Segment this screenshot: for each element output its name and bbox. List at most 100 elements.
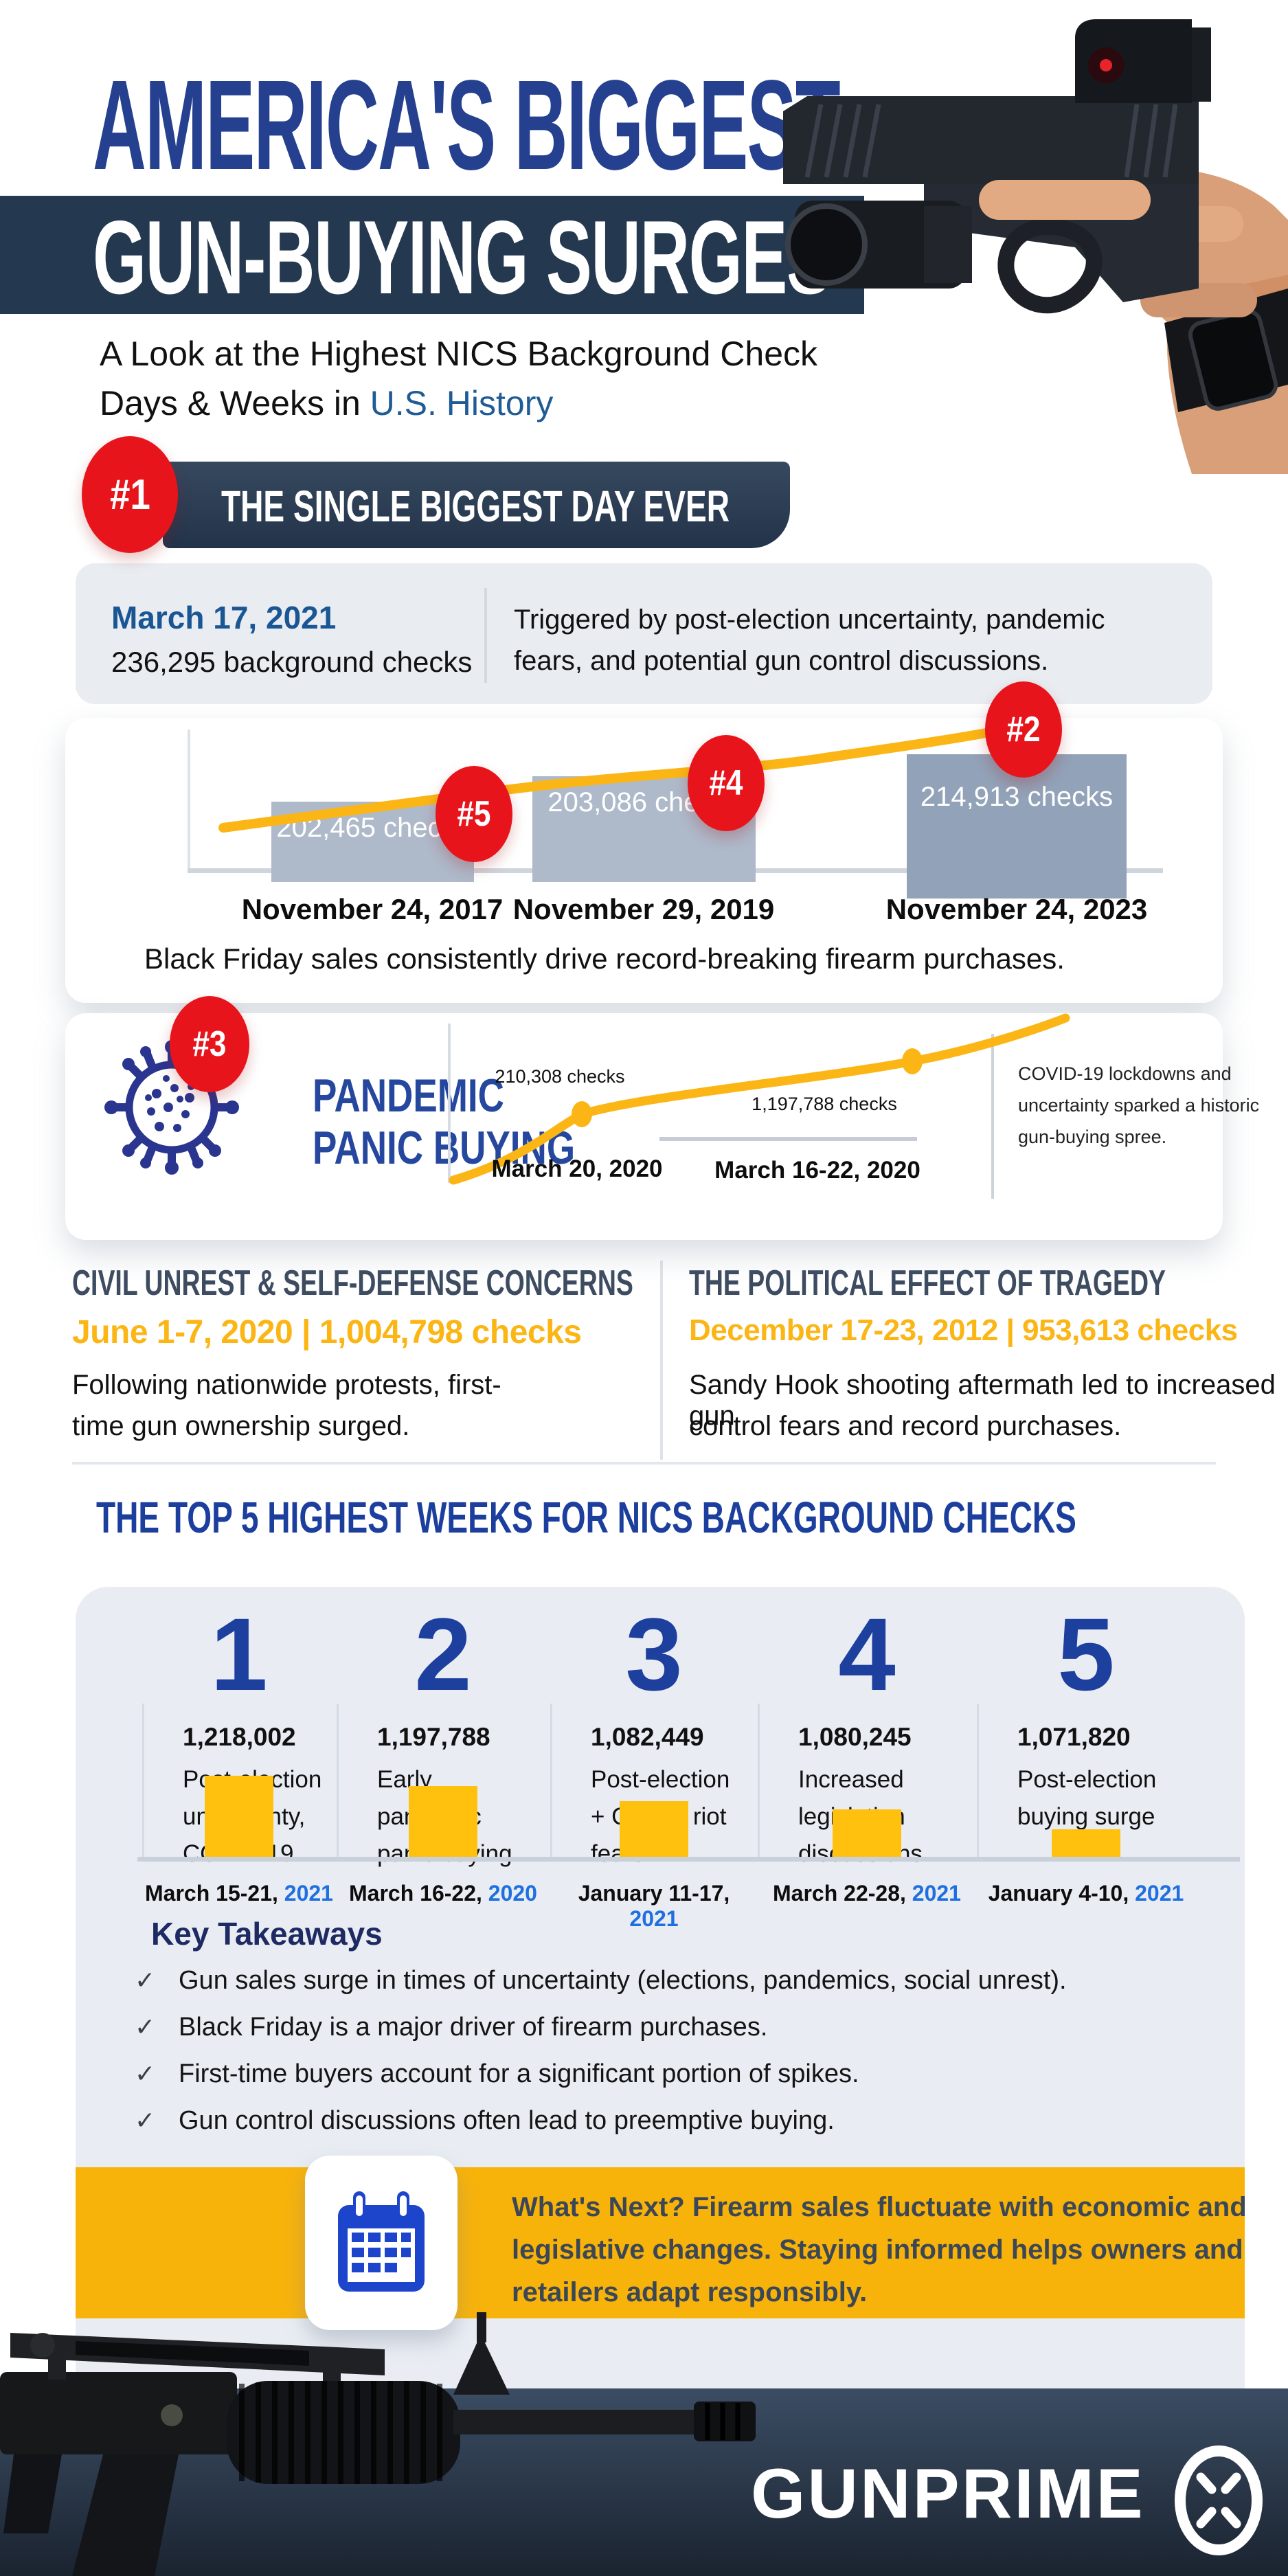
- top5-date-4: March 22-28, 2021: [773, 1881, 961, 1906]
- section1-heading: THE SINGLE BIGGEST DAY EVER: [221, 482, 730, 531]
- section1-checks: 236,295 background checks: [111, 646, 473, 678]
- pandemic-baseline: [659, 1137, 917, 1141]
- civil-unrest-body-line2: time gun ownership surged.: [72, 1411, 410, 1441]
- pandemic-y-axis: [448, 1024, 451, 1183]
- top5-item-2-value: 1,197,788: [377, 1723, 490, 1751]
- top5-date-2: March 16-22, 2020: [349, 1881, 537, 1906]
- rank-4-badge-label: #4: [709, 763, 743, 803]
- whats-next-banner: [76, 2167, 1245, 2318]
- rifle-photo: [0, 2312, 756, 2576]
- top5-rank-1: 1: [210, 1596, 268, 1712]
- top5-bar-5: [1052, 1829, 1120, 1858]
- pandemic-divider: [991, 1034, 994, 1199]
- top5-bar-1: [205, 1776, 273, 1858]
- rank-2-badge: #2: [985, 681, 1062, 778]
- top5-item-3-value: 1,082,449: [591, 1723, 704, 1751]
- pandemic-point1-date: March 20, 2020: [491, 1155, 663, 1182]
- navy-title-band: [0, 196, 864, 314]
- subtitle-line2: Days & Weeks in U.S. History: [100, 383, 553, 423]
- top5-bar-4: [833, 1809, 901, 1858]
- section1-desc-line2: fears, and potential gun control discuss…: [514, 646, 1049, 676]
- top5-heading: THE TOP 5 HIGHEST WEEKS FOR NICS BACKGRO…: [96, 1493, 1076, 1542]
- top5-item-3: 1,082,449 Post-election+ Capitol riotfea…: [591, 1723, 756, 1873]
- tragedy-body-line1: Sandy Hook shooting aftermath led to inc…: [689, 1370, 1276, 1431]
- rank-1-badge-label: #1: [109, 471, 150, 519]
- top5-col-divider: [977, 1704, 979, 1860]
- top5-item-5-value: 1,071,820: [1017, 1723, 1131, 1751]
- rank-5-badge: #5: [436, 766, 512, 862]
- top5-rank-5: 5: [1057, 1596, 1115, 1712]
- subtitle-highlight: U.S. History: [370, 384, 554, 422]
- check-icon: ✓: [135, 2106, 156, 2134]
- brand-emblem-icon: [1175, 2445, 1263, 2555]
- section1-header-bar: [163, 462, 790, 548]
- takeaway-item-4: ✓ Gun control discussions often lead to …: [135, 2106, 835, 2135]
- check-icon: ✓: [135, 1966, 156, 1994]
- pandemic-line-chart: [449, 1013, 1070, 1185]
- rank-3-badge-label: #3: [192, 1024, 227, 1064]
- banner-line2: legislative changes. Staying informed he…: [512, 2235, 1243, 2265]
- top5-bar-3: [620, 1801, 688, 1858]
- pandemic-desc-line1: COVID-19 lockdowns and: [1018, 1063, 1232, 1084]
- bf-date-2017: November 24, 2017: [241, 893, 504, 925]
- rank-3-badge: #3: [170, 996, 249, 1092]
- banner-line3: retailers adapt responsibly.: [512, 2277, 868, 2307]
- takeaway-item-3: ✓ First-time buyers account for a signif…: [135, 2059, 859, 2088]
- tragedy-highlight: December 17-23, 2012 | 953,613 checks: [689, 1313, 1238, 1347]
- pandemic-title-line1: PANDEMIC: [313, 1070, 504, 1122]
- bf-date-2023: November 24, 2023: [885, 893, 1148, 925]
- section1-divider: [484, 588, 487, 683]
- banner-line1: What's Next? Firearm sales fluctuate wit…: [512, 2192, 1247, 2222]
- top5-col-divider: [758, 1704, 760, 1860]
- calendar-icon: [338, 2191, 425, 2292]
- subtitle-line1: A Look at the Highest NICS Background Ch…: [100, 335, 818, 373]
- section1-desc-line1: Triggered by post-election uncertainty, …: [514, 605, 1105, 635]
- top5-date-5: January 4-10, 2021: [988, 1881, 1184, 1906]
- bf-bar-2023-label: 214,913 checks: [920, 782, 1114, 812]
- top5-item-4-value: 1,080,245: [798, 1723, 912, 1751]
- rank-5-badge-label: #5: [457, 794, 491, 834]
- top5-rank-4: 4: [838, 1596, 896, 1712]
- top5-col-divider: [142, 1704, 144, 1860]
- section1-card: [76, 563, 1212, 704]
- rank-1-badge: #1: [82, 436, 178, 553]
- section-divider-hr: [72, 1462, 1216, 1465]
- pandemic-point1-label: 210,308 checks: [495, 1066, 625, 1087]
- tragedy-heading: THE POLITICAL EFFECT OF TRAGEDY: [689, 1263, 1166, 1303]
- top5-date-1: March 15-21, 2021: [145, 1881, 333, 1906]
- page-title: AMERICA'S BIGGEST: [93, 54, 841, 196]
- takeaway-item-1: ✓ Gun sales surge in times of uncertaint…: [135, 1966, 1067, 1995]
- top5-rank-3: 3: [625, 1596, 683, 1712]
- top5-item-5-desc: Post-election buying surge: [1017, 1766, 1157, 1830]
- bf-date-2019: November 29, 2019: [512, 893, 775, 925]
- top5-date-3: January 11-17, 2021: [578, 1881, 730, 1931]
- pandemic-desc-line2: uncertainty sparked a historic: [1018, 1095, 1260, 1116]
- bf-y-axis: [188, 730, 190, 871]
- top5-bar-2: [409, 1786, 477, 1858]
- check-icon: ✓: [135, 2013, 156, 2041]
- top5-col-divider: [337, 1704, 339, 1860]
- pandemic-card: [65, 1013, 1223, 1240]
- takeaway-item-2: ✓ Black Friday is a major driver of fire…: [135, 2013, 768, 2042]
- pandemic-desc-line3: gun-buying spree.: [1018, 1127, 1167, 1147]
- top5-baseline: [137, 1857, 1240, 1862]
- civil-unrest-highlight: June 1-7, 2020 | 1,004,798 checks: [72, 1314, 582, 1351]
- events-divider: [660, 1261, 663, 1460]
- tragedy-body-line2: control fears and record purchases.: [689, 1411, 1122, 1441]
- civil-unrest-body-line1: Following nationwide protests, first-: [72, 1370, 501, 1400]
- subtitle-line2-text: Days & Weeks in: [100, 384, 361, 422]
- takeaways-heading: Key Takeaways: [151, 1916, 383, 1952]
- page-title-band-text: GUN-BUYING SURGES: [93, 199, 833, 316]
- rank-2-badge-label: #2: [1006, 710, 1041, 749]
- top5-col-divider: [550, 1704, 552, 1860]
- top5-rank-2: 2: [414, 1596, 472, 1712]
- bf-caption: Black Friday sales consistently drive re…: [144, 942, 1065, 975]
- top5-item-1-value: 1,218,002: [183, 1723, 296, 1751]
- brand-logo: GUNPRIME: [751, 2454, 1145, 2533]
- rank-4-badge: #4: [688, 735, 765, 831]
- pandemic-point2-date: March 16-22, 2020: [714, 1157, 920, 1184]
- pistol-photo: [783, 19, 1288, 474]
- banner-text: What's Next? Firearm sales fluctuate wit…: [512, 2186, 1247, 2314]
- section1-date: March 17, 2021: [111, 600, 337, 635]
